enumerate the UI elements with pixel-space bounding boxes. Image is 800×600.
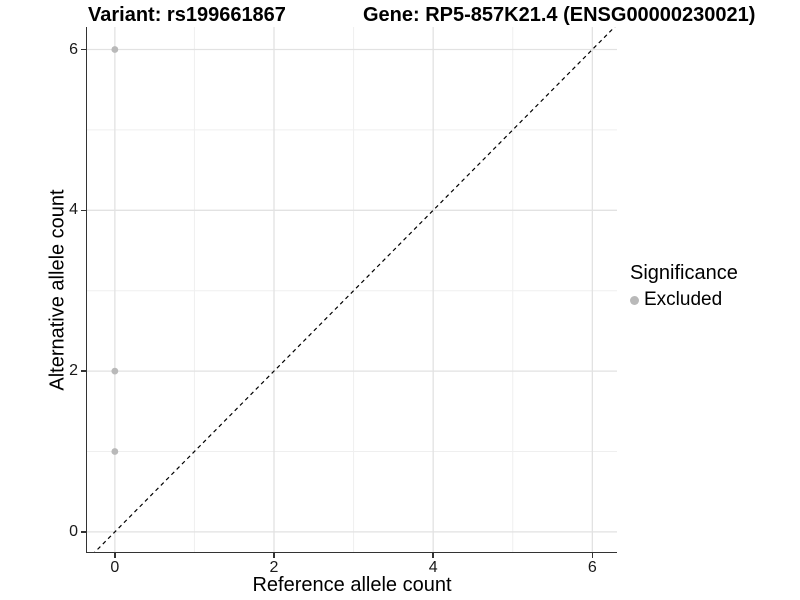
y-axis-label: Alternative allele count xyxy=(46,189,69,391)
data-point xyxy=(110,46,118,53)
x-tick-mark xyxy=(591,553,594,558)
x-tick-mark xyxy=(273,553,275,558)
gene-title: Gene: RP5-857K21.4 (ENSG00000230021) xyxy=(363,4,756,26)
legend-item-excluded: Excluded xyxy=(630,289,738,311)
y-tick-label: 0 xyxy=(69,522,78,540)
x-tick-label: 0 xyxy=(110,559,120,576)
y-tick-mark xyxy=(80,48,86,51)
y-tick-mark xyxy=(80,370,86,372)
legend: Significance Excluded xyxy=(630,262,738,311)
plot-panel xyxy=(85,27,617,553)
variant-title: Variant: rs199661867 xyxy=(88,4,286,26)
x-tick-mark xyxy=(114,553,116,558)
legend-item-label: Excluded xyxy=(644,289,723,310)
y-tick-label: 4 xyxy=(69,201,78,219)
x-tick-label: 2 xyxy=(269,559,279,576)
identity-line xyxy=(93,27,615,552)
x-axis-label: Reference allele count xyxy=(252,574,452,596)
plot-area-svg xyxy=(86,27,617,552)
y-tick-mark xyxy=(80,209,86,212)
data-point xyxy=(110,367,118,375)
x-tick-mark xyxy=(432,553,434,558)
x-tick-label: 4 xyxy=(428,559,438,576)
x-tick-label: 6 xyxy=(587,559,597,576)
y-tick-label: 2 xyxy=(69,362,78,380)
y-tick-label: 6 xyxy=(69,40,78,58)
data-point xyxy=(110,448,118,455)
excluded-point-icon xyxy=(630,295,639,305)
legend-title: Significance xyxy=(630,262,738,284)
y-tick-mark xyxy=(80,531,86,533)
